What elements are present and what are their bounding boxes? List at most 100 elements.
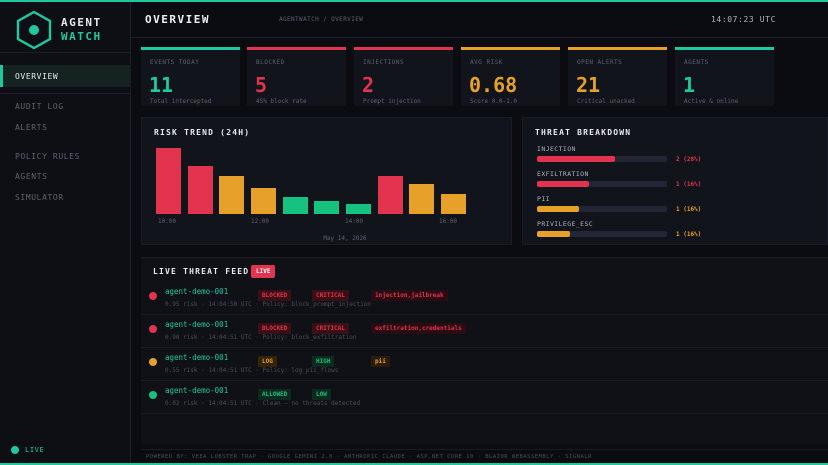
live-dot-icon	[11, 446, 19, 454]
sidebar-item-agents[interactable]: AGENTS	[15, 171, 48, 181]
threat-breakdown-panel: THREAT BREAKDOWN INJECTION 2 (28%) EXFILTR…	[522, 117, 828, 245]
breakdown-row: PII 1 (16%)	[537, 195, 712, 213]
severity-dot-icon	[149, 325, 157, 333]
feed-tag: CRITICAL	[312, 290, 349, 301]
breakdown-value: 2 (28%)	[676, 156, 702, 163]
feed-tag: LOG	[258, 356, 277, 367]
risk-trend-bar[interactable]	[251, 187, 276, 214]
breakdown-row: EXFILTRATION 1 (16%)	[537, 170, 712, 188]
stat-value: 5	[255, 73, 268, 97]
brand-logo[interactable]: AGENT WATCH	[15, 10, 102, 50]
breakdown-label: PII	[537, 195, 550, 203]
x-tick-label: 14:00	[344, 218, 364, 225]
stat-value: 1	[683, 73, 696, 97]
feed-row[interactable]: agent-demo-001 0.02 risk · 14:04:51 UTC ·…	[141, 381, 828, 414]
feed-meta: 0.55 risk · 14:04:51 UTC · Policy: log_p…	[165, 367, 339, 374]
stat-card-blocked[interactable]: BLOCKED 5 45% block rate	[247, 47, 346, 106]
sidebar-item-policy-rules[interactable]: POLICY RULES	[15, 151, 80, 161]
stat-label: OPEN ALERTS	[577, 59, 623, 66]
feed-tag: ALLOWED	[258, 389, 292, 400]
breakdown-track	[537, 156, 667, 162]
sidebar-item-simulator[interactable]: SIMULATOR	[15, 192, 64, 202]
breakdown-value: 1 (16%)	[676, 206, 702, 213]
x-tick-label: 12:00	[250, 218, 270, 225]
brand-line-2: WATCH	[61, 30, 102, 43]
breakdown-fill	[537, 181, 589, 187]
brand-line-1: AGENT	[61, 16, 102, 29]
severity-dot-icon	[149, 391, 157, 399]
breakdown-label: PRIVILEGE_ESC	[537, 220, 594, 228]
risk-trend-panel: RISK TREND (24H) 10:00 12:00 14:00 16:00…	[141, 117, 512, 245]
chart-date-label: May 14, 2026	[323, 235, 367, 242]
sidebar: AGENT WATCH OVERVIEW AUDIT LOG ALERTS PO…	[0, 2, 131, 463]
top-header: OVERVIEW AGENTWATCH / OVERVIEW 14:07:23 …	[131, 2, 828, 38]
stat-value: 11	[149, 73, 174, 97]
breakdown-value: 1 (16%)	[676, 181, 702, 188]
stat-card-avg-risk[interactable]: AVG RISK 0.68 Score 0.0-1.0	[461, 47, 560, 106]
live-threat-feed-title: LIVE THREAT FEED	[153, 267, 250, 276]
stat-value: 21	[576, 73, 601, 97]
breakdown-label: EXFILTRATION	[537, 170, 589, 178]
feed-row[interactable]: agent-demo-001 0.90 risk · 14:04:51 UTC ·…	[141, 315, 828, 348]
connection-status-label: LIVE	[25, 446, 45, 454]
feed-meta: 0.02 risk · 14:04:51 UTC · Clean — no th…	[165, 400, 361, 407]
x-tick-label: 16:00	[438, 218, 458, 225]
stat-sub: Total intercepted	[150, 98, 212, 105]
risk-trend-bar[interactable]	[187, 166, 213, 214]
risk-trend-bar[interactable]	[377, 175, 403, 214]
risk-trend-title: RISK TREND (24H)	[154, 128, 251, 137]
feed-row[interactable]: agent-demo-001 0.55 risk · 14:04:51 UTC ·…	[141, 348, 828, 381]
breadcrumb[interactable]: AGENTWATCH / OVERVIEW	[279, 16, 364, 23]
utc-clock: 14:07:23 UTC	[711, 15, 776, 24]
feed-agent-name[interactable]: agent-demo-001	[165, 320, 229, 329]
risk-trend-bar[interactable]	[441, 194, 466, 214]
stat-card-agents[interactable]: AGENTS 1 Active & online	[675, 47, 774, 106]
feed-tag: injection,jailbreak	[371, 290, 448, 301]
stat-label: INJECTIONS	[363, 59, 405, 66]
risk-trend-bar[interactable]	[314, 201, 340, 214]
breakdown-track	[537, 206, 667, 212]
connection-status: LIVE	[11, 446, 44, 454]
x-tick-label: 10:00	[157, 218, 177, 225]
sidebar-item-alerts[interactable]: ALERTS	[15, 122, 48, 132]
risk-trend-chart	[156, 148, 466, 214]
risk-trend-bar[interactable]	[156, 148, 181, 214]
page-title: OVERVIEW	[145, 13, 210, 26]
feed-row[interactable]: agent-demo-001 0.95 risk · 14:04:50 UTC ·…	[141, 282, 828, 315]
stat-card-injections[interactable]: INJECTIONS 2 Prompt injection	[354, 47, 453, 106]
stat-sub: 45% block rate	[256, 98, 307, 105]
sidebar-item-audit-log[interactable]: AUDIT LOG	[15, 101, 64, 111]
stat-sub: Score 0.0-1.0	[470, 98, 517, 105]
breakdown-label: INJECTION	[537, 145, 576, 153]
feed-agent-name[interactable]: agent-demo-001	[165, 353, 229, 362]
live-badge: LIVE	[251, 265, 276, 278]
brand-name: AGENT WATCH	[61, 16, 102, 44]
risk-trend-bar[interactable]	[346, 204, 371, 214]
feed-tag: BLOCKED	[258, 323, 292, 334]
stat-label: EVENTS TODAY	[150, 59, 200, 66]
stat-value: 0.68	[469, 73, 518, 97]
feed-tag: BLOCKED	[258, 290, 292, 301]
severity-dot-icon	[149, 358, 157, 366]
breakdown-row: INJECTION 2 (28%)	[537, 145, 712, 163]
breakdown-row: PRIVILEGE_ESC 1 (16%)	[537, 220, 712, 238]
feed-tag: pii	[371, 356, 390, 367]
risk-trend-bar[interactable]	[282, 196, 308, 214]
feed-tag: HIGH	[312, 356, 335, 367]
sidebar-item-overview[interactable]: OVERVIEW	[0, 65, 131, 87]
stat-value: 2	[362, 73, 375, 97]
feed-meta: 0.90 risk · 14:04:51 UTC · Policy: block…	[165, 334, 357, 341]
feed-agent-name[interactable]: agent-demo-001	[165, 287, 229, 296]
breakdown-track	[537, 231, 667, 237]
stat-label: AGENTS	[684, 59, 709, 66]
risk-trend-bar[interactable]	[409, 184, 435, 214]
stat-card-open-alerts[interactable]: OPEN ALERTS 21 Critical unacked	[568, 47, 667, 106]
feed-agent-name[interactable]: agent-demo-001	[165, 386, 229, 395]
stat-sub: Critical unacked	[577, 98, 635, 105]
stat-card-events-today[interactable]: EVENTS TODAY 11 Total intercepted	[141, 47, 240, 106]
feed-meta: 0.95 risk · 14:04:50 UTC · Policy: block…	[165, 301, 371, 308]
feed-tag: exfiltration,credentials	[371, 323, 466, 334]
risk-trend-bar[interactable]	[219, 175, 245, 214]
threat-breakdown-title: THREAT BREAKDOWN	[535, 128, 632, 137]
